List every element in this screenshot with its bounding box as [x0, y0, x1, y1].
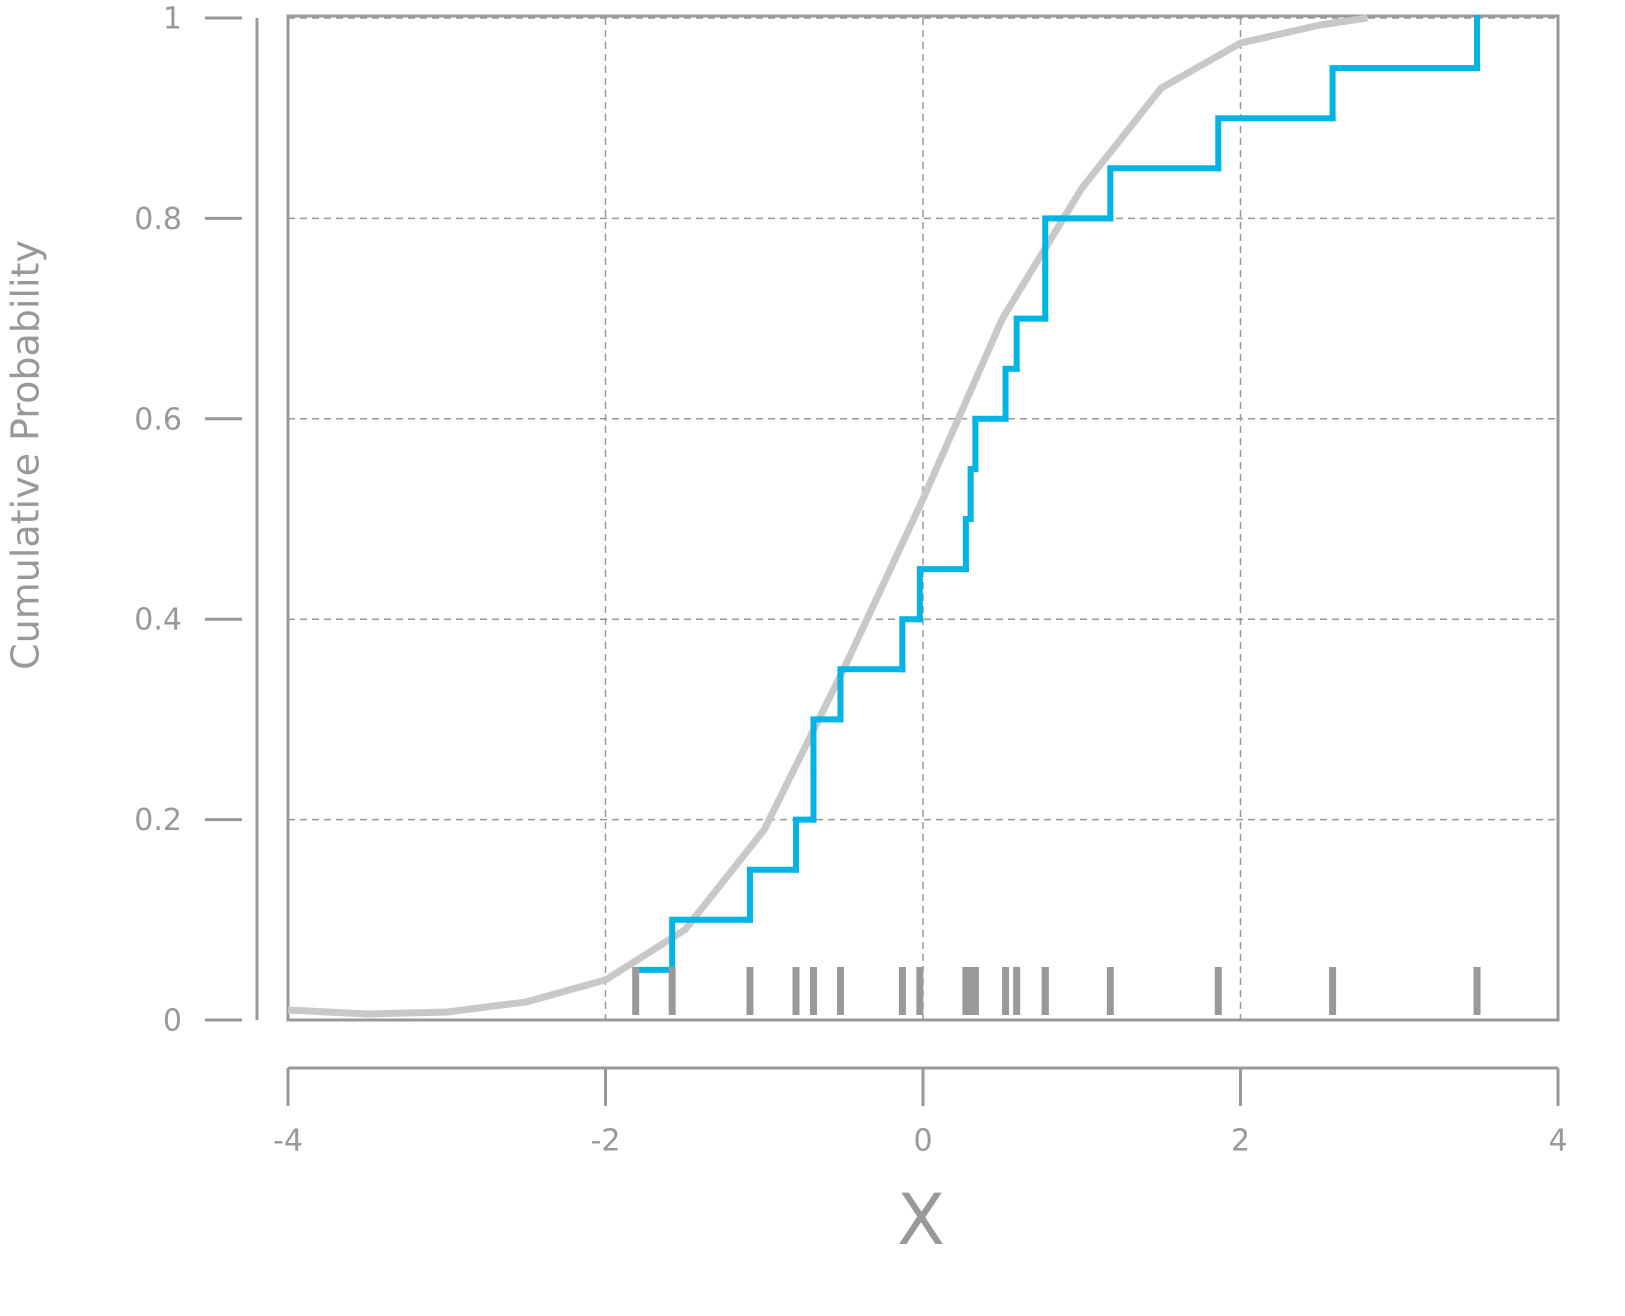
x-axis-label: X: [897, 1179, 945, 1261]
x-tick-label: 2: [1231, 1124, 1250, 1159]
ecdf-step: [793, 816, 817, 873]
y-tick-label: 1: [163, 2, 182, 37]
y-axis-label: Cumulative Probability: [4, 240, 48, 670]
y-tick-label: 0.2: [134, 803, 182, 838]
ecdf-step: [967, 465, 979, 522]
ecdf-step: [1042, 215, 1114, 272]
ecdf-step: [1329, 65, 1481, 122]
x-tick-label: 0: [913, 1124, 932, 1159]
ecdf-step: [669, 916, 753, 973]
x-tick-label: 4: [1548, 1124, 1567, 1159]
y-tick-label: 0.4: [134, 603, 182, 638]
ecdf-step: [1215, 115, 1336, 172]
plot-frame: [286, 14, 1560, 1022]
ecdf-step: [837, 666, 906, 723]
ecdf-step: [746, 866, 799, 923]
ecdf-step: [962, 516, 974, 573]
ecdf-step: [1002, 365, 1020, 422]
y-tick-label: 0: [163, 1004, 182, 1039]
ecdf-step: [1013, 315, 1049, 372]
ecdf-step: [810, 716, 844, 773]
ecdf-step: [899, 616, 923, 673]
ecdf-step: [916, 566, 969, 623]
y-tick-label: 0.6: [134, 402, 182, 437]
ecdf-step: [1107, 165, 1222, 222]
ecdf-step: [972, 415, 1009, 472]
y-tick-label: 0.8: [134, 202, 182, 237]
x-tick-label: -2: [591, 1124, 621, 1159]
x-tick-label: -4: [273, 1124, 303, 1159]
